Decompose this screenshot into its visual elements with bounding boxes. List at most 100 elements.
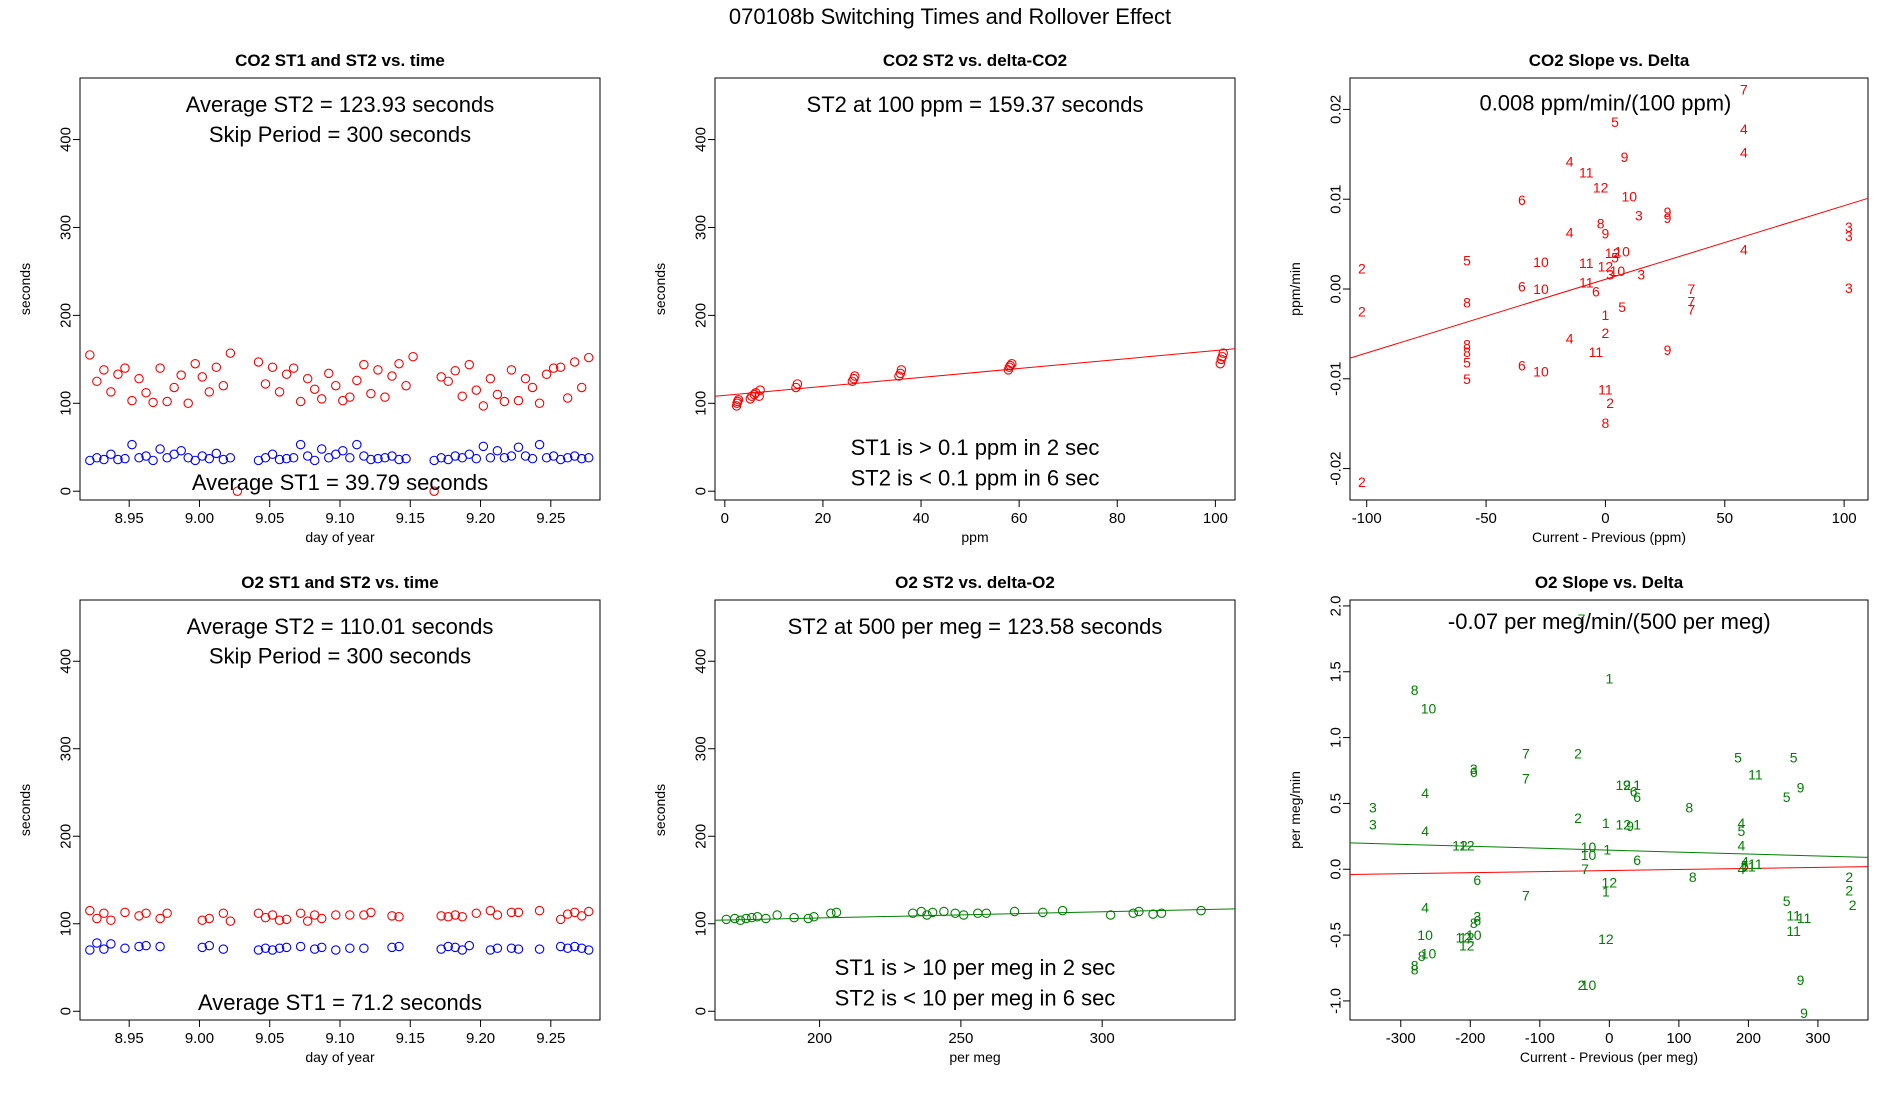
point-label: 11 [1589, 344, 1604, 360]
x-tick-label: 20 [815, 510, 832, 527]
y-tick-label: 400 [58, 127, 75, 152]
y-axis-label: seconds [17, 784, 33, 836]
data-point [316, 942, 327, 953]
data-point [506, 907, 517, 918]
data-point [541, 453, 552, 463]
data-point [169, 382, 179, 393]
data-point [492, 446, 503, 456]
data-point [253, 908, 264, 918]
data-point [792, 379, 803, 389]
data-point [576, 911, 587, 921]
data-point [548, 363, 559, 373]
data-point [85, 455, 95, 466]
data-point [211, 448, 222, 459]
data-point [520, 373, 531, 384]
data-point [309, 455, 320, 466]
point-label: 1 [1605, 670, 1613, 686]
data-point [755, 385, 765, 395]
point-label: 7 [1687, 294, 1695, 310]
x-tick-label: -50 [1475, 510, 1497, 527]
y-tick-label: -0.02 [1328, 451, 1345, 485]
annotation: -0.07 per meg/min/(500 per meg) [1448, 609, 1771, 634]
point-label: 5 [1463, 252, 1471, 268]
data-point [134, 911, 144, 921]
annotation: ST1 is > 10 per meg in 2 sec [835, 955, 1116, 980]
point-label: 11 [1579, 275, 1594, 291]
data-point [443, 376, 453, 387]
data-point [492, 943, 503, 953]
data-point [359, 910, 369, 920]
data-point [387, 371, 397, 381]
annotation: Average ST1 = 39.79 seconds [192, 470, 488, 495]
data-point [197, 372, 208, 382]
data-point [162, 908, 172, 918]
data-point [569, 451, 580, 461]
x-tick-label: 0 [721, 510, 729, 527]
point-label: 3 [1369, 799, 1377, 815]
chart-o2_slope [1343, 599, 1869, 1027]
data-point [288, 363, 299, 373]
data-point [562, 393, 573, 403]
point-label: 3 [1635, 207, 1643, 223]
data-point [288, 453, 299, 463]
data-point [394, 358, 404, 369]
chart-title: O2 ST2 vs. delta-O2 [895, 573, 1055, 592]
point-label: 8 [1411, 682, 1419, 698]
chart-title: O2 ST1 and ST2 vs. time [241, 573, 438, 592]
point-label: 12 [1615, 777, 1631, 793]
data-point [894, 371, 904, 381]
data-point [260, 943, 271, 953]
data-point [225, 453, 236, 463]
point-label: 8 [1602, 415, 1610, 431]
point-label: 4 [1421, 899, 1429, 915]
point-label: 11 [1579, 255, 1594, 271]
point-label: 4 [1566, 224, 1574, 240]
data-point [352, 375, 362, 386]
data-point [730, 913, 740, 924]
x-tick-label: -200 [1455, 1030, 1485, 1047]
y-tick-label: 200 [58, 303, 75, 328]
data-point [401, 453, 411, 464]
data-point [485, 453, 496, 463]
y-tick-label: 300 [58, 215, 75, 240]
data-point [190, 358, 200, 369]
data-point [513, 395, 524, 406]
x-tick-label: 50 [1716, 510, 1733, 527]
point-label: 7 [1522, 745, 1530, 761]
data-point [197, 942, 208, 953]
data-point [471, 385, 482, 395]
data-point [352, 439, 362, 450]
data-point [485, 945, 496, 955]
point-label: 2 [1602, 325, 1610, 341]
data-point [366, 388, 376, 399]
y-tick-label: 0 [58, 1007, 75, 1015]
x-tick-label: 9.15 [396, 1030, 425, 1047]
data-point [302, 373, 313, 384]
point-label: 11 [1579, 164, 1594, 180]
data-point [973, 908, 983, 918]
annotation: Average ST1 = 71.2 seconds [198, 990, 482, 1015]
point-label: 7 [1687, 281, 1695, 297]
point-label: 11 [1598, 382, 1613, 398]
point-label: 9 [1800, 1005, 1808, 1021]
chart-title: CO2 Slope vs. Delta [1529, 51, 1690, 70]
data-point [429, 486, 439, 496]
point-label: 8 [1411, 957, 1419, 973]
y-tick-label: 300 [58, 736, 75, 761]
point-label: 10 [1421, 946, 1437, 962]
data-point [1217, 351, 1227, 362]
point-label: 10 [1622, 189, 1638, 205]
data-point [197, 915, 208, 925]
point-label: 8 [1418, 948, 1426, 964]
point-label: 4 [1738, 815, 1746, 831]
data-point [141, 908, 151, 918]
y-tick-label: 300 [693, 215, 710, 240]
x-tick-label: 9.00 [185, 510, 214, 527]
data-point [826, 908, 836, 918]
point-label: 1 [1633, 816, 1641, 832]
y-tick-label: 0 [693, 1007, 710, 1015]
point-label: 1 [1603, 841, 1611, 857]
data-point [302, 916, 313, 926]
data-point [274, 454, 285, 465]
point-label: 4 [1740, 121, 1748, 137]
